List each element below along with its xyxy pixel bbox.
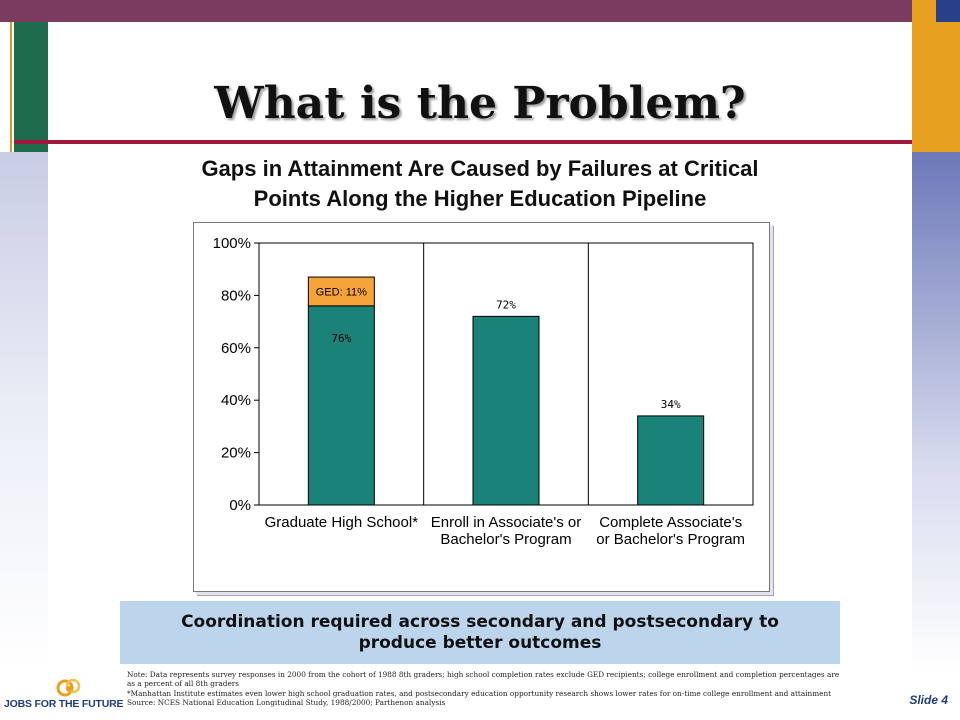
ged-segment (307, 276, 375, 307)
callout-text: Coordination required across secondary a… (181, 611, 779, 653)
y-tick-label: 100% (213, 235, 251, 252)
corner-accent-orange (912, 0, 936, 22)
bar (307, 305, 375, 506)
ged-segment-label: GED: 11% (316, 286, 367, 298)
bar (637, 415, 705, 506)
data-label: 76% (331, 332, 351, 345)
slide-subtitle: Gaps in Attainment Are Caused by Failure… (100, 154, 860, 214)
category-label: Bachelor's Program (440, 531, 571, 548)
footnote-line: Source: NCES National Education Longitud… (127, 698, 446, 708)
title-rule (14, 140, 912, 144)
category-label: or Bachelor's Program (596, 531, 745, 548)
callout-box: Coordination required across secondary a… (120, 601, 840, 664)
category-label: Complete Associate's (599, 514, 742, 531)
slide-number: Slide 4 (909, 693, 948, 707)
category-label: Enroll in Associate's or (431, 514, 581, 531)
left-accent-line (10, 22, 12, 152)
footnote-line: *Manhattan Institute estimates even lowe… (127, 688, 832, 698)
y-tick-label: 20% (221, 445, 251, 462)
bar (472, 315, 540, 506)
y-tick-label: 40% (221, 392, 251, 409)
left-accent-green (14, 22, 48, 152)
logo-swirl-icon (56, 678, 81, 697)
footnote-line: as a percent of all 8th graders (127, 679, 239, 689)
data-label: 72% (496, 298, 516, 311)
subtitle-line-2: Points Along the Higher Education Pipeli… (253, 186, 707, 211)
footnote-line: Note: Data represents survey responses i… (127, 670, 840, 679)
y-tick-label: 0% (229, 497, 251, 514)
top-bar (0, 0, 912, 22)
corner-accent-blue (936, 0, 960, 22)
y-tick-label: 60% (221, 340, 251, 357)
y-tick-label: 80% (221, 287, 251, 304)
right-gradient-panel (912, 152, 960, 672)
bar-chart: 0% 20% 40% 60% 80% 100% 76% Graduate High Schoo… (213, 235, 754, 548)
left-gradient-panel (0, 152, 48, 672)
right-accent-orange (912, 22, 960, 152)
chart-container: 0% 20% 40% 60% 80% 100% 76% Graduate High Schoo… (193, 222, 770, 592)
logo-text: JOBS FOR THE FUTURE (4, 698, 124, 710)
data-label: 34% (661, 398, 681, 411)
subtitle-line-1: Gaps in Attainment Are Caused by Failure… (201, 156, 759, 181)
category-label: Graduate High School* (265, 514, 419, 531)
footnotes: Note: Data represents survey responses i… (127, 670, 912, 708)
slide-title: What is the Problem? (214, 78, 746, 129)
jff-logo: JOBS FOR THE FUTURE (4, 676, 124, 716)
